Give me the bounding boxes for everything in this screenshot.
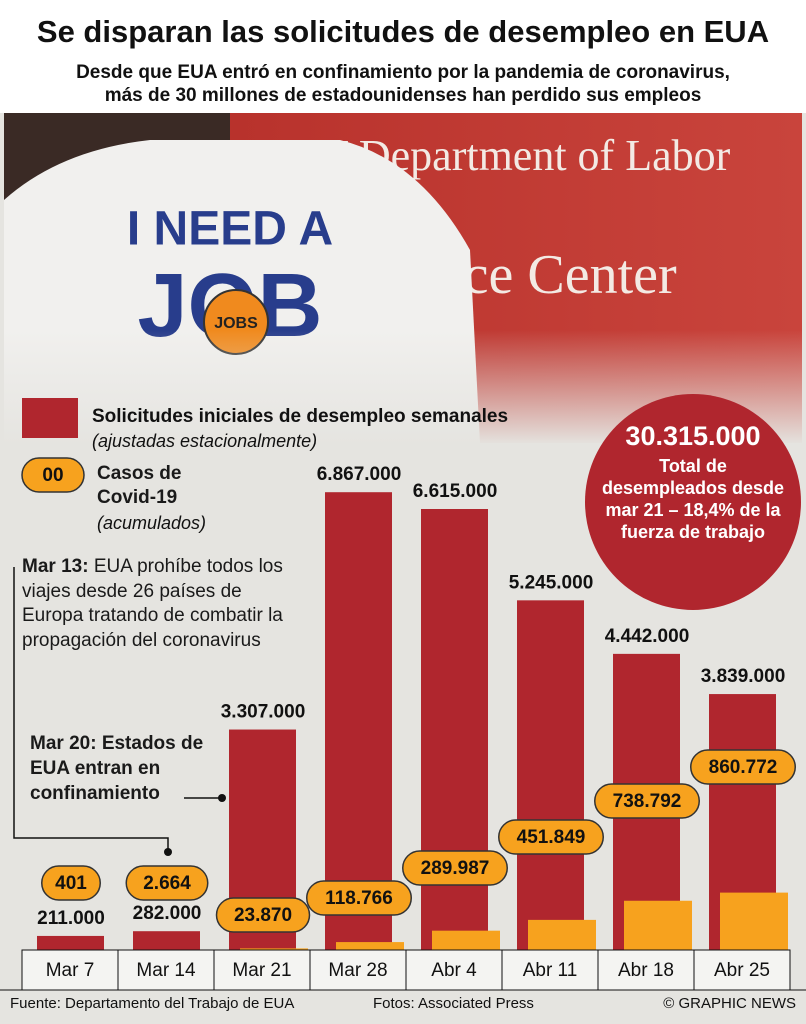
x-tick-label: Mar 21 [232,960,291,981]
x-tick-label: Abr 4 [431,960,477,981]
bar [240,948,308,950]
bar [517,600,584,950]
annotation-text: EUA prohíbe todos los viajes desde 26 pa… [22,556,283,651]
photo: YT Department of Labor rce Center I NEED… [4,113,802,445]
value-pill [125,865,209,901]
annotation-dot [164,848,172,856]
value-label: 23.870 [234,905,292,926]
category-cell [597,949,695,991]
legend-sample: 00 [42,465,63,486]
callout-text: Total de desempleados desde mar 21 – 18,… [601,456,785,542]
value-label: 860.772 [709,757,778,778]
legend-label: Casos de Covid-19 [97,463,182,508]
value-label: 451.849 [517,827,586,848]
value-pill [498,819,604,855]
title: Se disparan las solicitudes de desempleo… [37,14,769,49]
annotation-lines [13,567,222,852]
value-label: 738.792 [613,791,682,812]
value-pill [215,897,311,933]
legend-swatch [21,457,85,493]
x-tick-label: Abr 11 [523,960,578,981]
footer-source: Fuente: Departamento del Trabajo de EUA [10,995,294,1012]
photo-text: JOBS [214,315,258,332]
bar [133,931,200,950]
footer-photos: Fotos: Associated Press [373,995,534,1012]
value-label: 3.307.000 [221,702,306,723]
value-label: 6.867.000 [317,464,402,485]
value-label: 282.000 [133,903,202,924]
footer-credit: © GRAPHIC NEWS [663,995,796,1012]
subtitle: más de 30 millones de estadounidenses ha… [105,85,702,106]
value-pill [41,865,101,901]
legend-label: Solicitudes iniciales de desempleo seman… [92,406,508,427]
bar [37,935,104,950]
annotation-label: Mar 20: [30,733,97,754]
header-bg [0,0,806,113]
value-label: 6.615.000 [413,481,498,502]
category-cell [405,949,503,991]
bar [432,930,500,950]
x-tick-label: Mar 28 [328,960,387,981]
value-label: 401 [55,873,87,894]
bar [528,919,596,950]
callout-circle [585,394,801,610]
category-cell [213,949,311,991]
x-tick-label: Abr 18 [618,960,674,981]
x-tick-label: Abr 25 [714,960,770,981]
subtitle: Desde que EUA entró en confinamiento por… [76,62,730,83]
value-label: 3.839.000 [701,666,786,687]
value-pill [306,880,412,916]
category-cell [117,949,215,991]
photo-text: I NEED A [127,203,333,256]
value-pill [690,749,796,785]
value-label: 118.766 [325,888,393,909]
x-tick-label: Mar 14 [136,960,196,981]
category-cell [21,949,119,991]
bar [624,900,692,950]
annotation: Mar 20: Estados de EUA entran en confina… [30,731,205,806]
legend-swatch [22,398,78,438]
callout-value: 30.315.000 [625,421,760,451]
annotation-text: Estados de EUA entran en confinamiento [30,733,204,804]
annotation-label: Mar 13: [22,556,89,577]
value-label: 4.442.000 [605,626,690,647]
category-cell [693,949,791,991]
value-pill [402,850,508,886]
value-label: 211.000 [37,908,105,929]
legend-note: (ajustadas estacionalmente) [92,431,317,451]
value-pill [594,783,700,819]
annotation-dot [218,794,226,802]
photo-text: rce Center [445,244,677,306]
x-tick-label: Mar 7 [46,960,95,981]
legend-note: (acumulados) [97,513,206,533]
value-label: 2.664 [143,873,191,894]
value-label: 289.987 [421,858,490,879]
annotation: Mar 13: EUA prohíbe todos los viajes des… [22,555,302,653]
bar [720,892,788,950]
bar [336,942,404,950]
category-cell [309,949,407,991]
bar [325,492,392,950]
value-label: 5.245.000 [509,572,594,593]
